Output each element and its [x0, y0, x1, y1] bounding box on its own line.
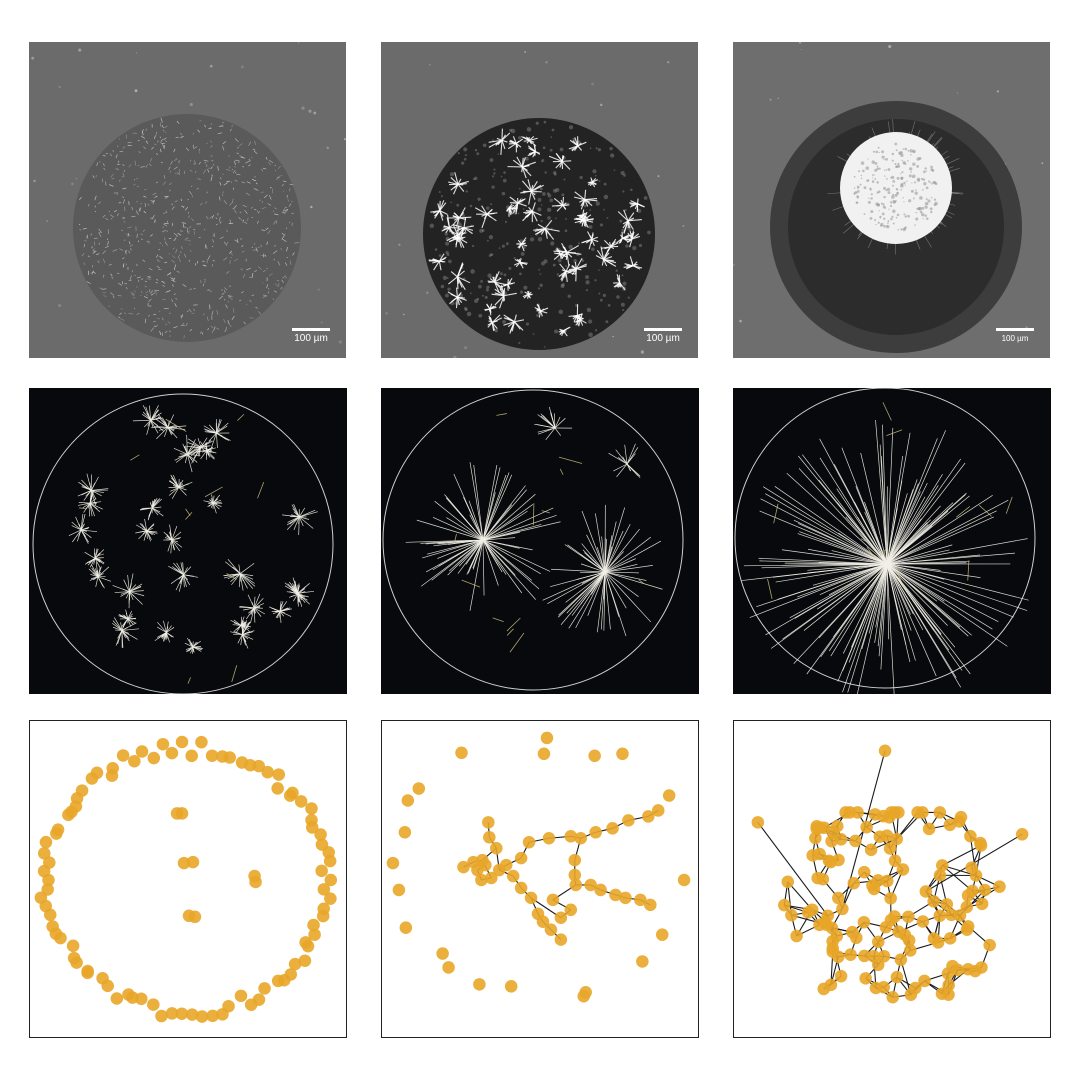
- micrograph-3-image: [733, 42, 1050, 358]
- network-graph-2: [381, 720, 699, 1038]
- network-graph-3-image: [751, 744, 1029, 1004]
- scale-bar-1: 100 µm: [292, 328, 330, 344]
- simulation-panel-2: [381, 388, 699, 694]
- scale-bar-2: 100 µm: [644, 328, 682, 344]
- simulation-panel-3: [733, 388, 1051, 694]
- scale-bar-2-label: 100 µm: [646, 333, 680, 344]
- micrograph-panel-1: 100 µm: [29, 42, 346, 358]
- network-graph-1: [29, 720, 347, 1038]
- network-graph-3: [733, 720, 1051, 1038]
- scale-bar-3-label: 100 µm: [1001, 334, 1029, 343]
- simulation-2-image: [381, 388, 699, 694]
- scale-bar-3: 100 µm: [996, 328, 1034, 344]
- micrograph-1-image: [29, 42, 346, 358]
- scale-bar-1-label: 100 µm: [294, 333, 328, 344]
- simulation-3-image: [733, 388, 1051, 694]
- simulation-panel-1: [29, 388, 347, 694]
- micrograph-panel-3: 100 µm: [733, 42, 1050, 358]
- micrograph-panel-2: 100 µm: [381, 42, 698, 358]
- scale-bar-2-line: [644, 328, 682, 331]
- network-graph-1-image: [34, 735, 338, 1023]
- micrograph-2-image: [381, 42, 698, 358]
- network-graph-2-image: [386, 731, 691, 1003]
- scale-bar-3-line: [996, 328, 1034, 331]
- simulation-1-image: [29, 388, 347, 694]
- scale-bar-1-line: [292, 328, 330, 331]
